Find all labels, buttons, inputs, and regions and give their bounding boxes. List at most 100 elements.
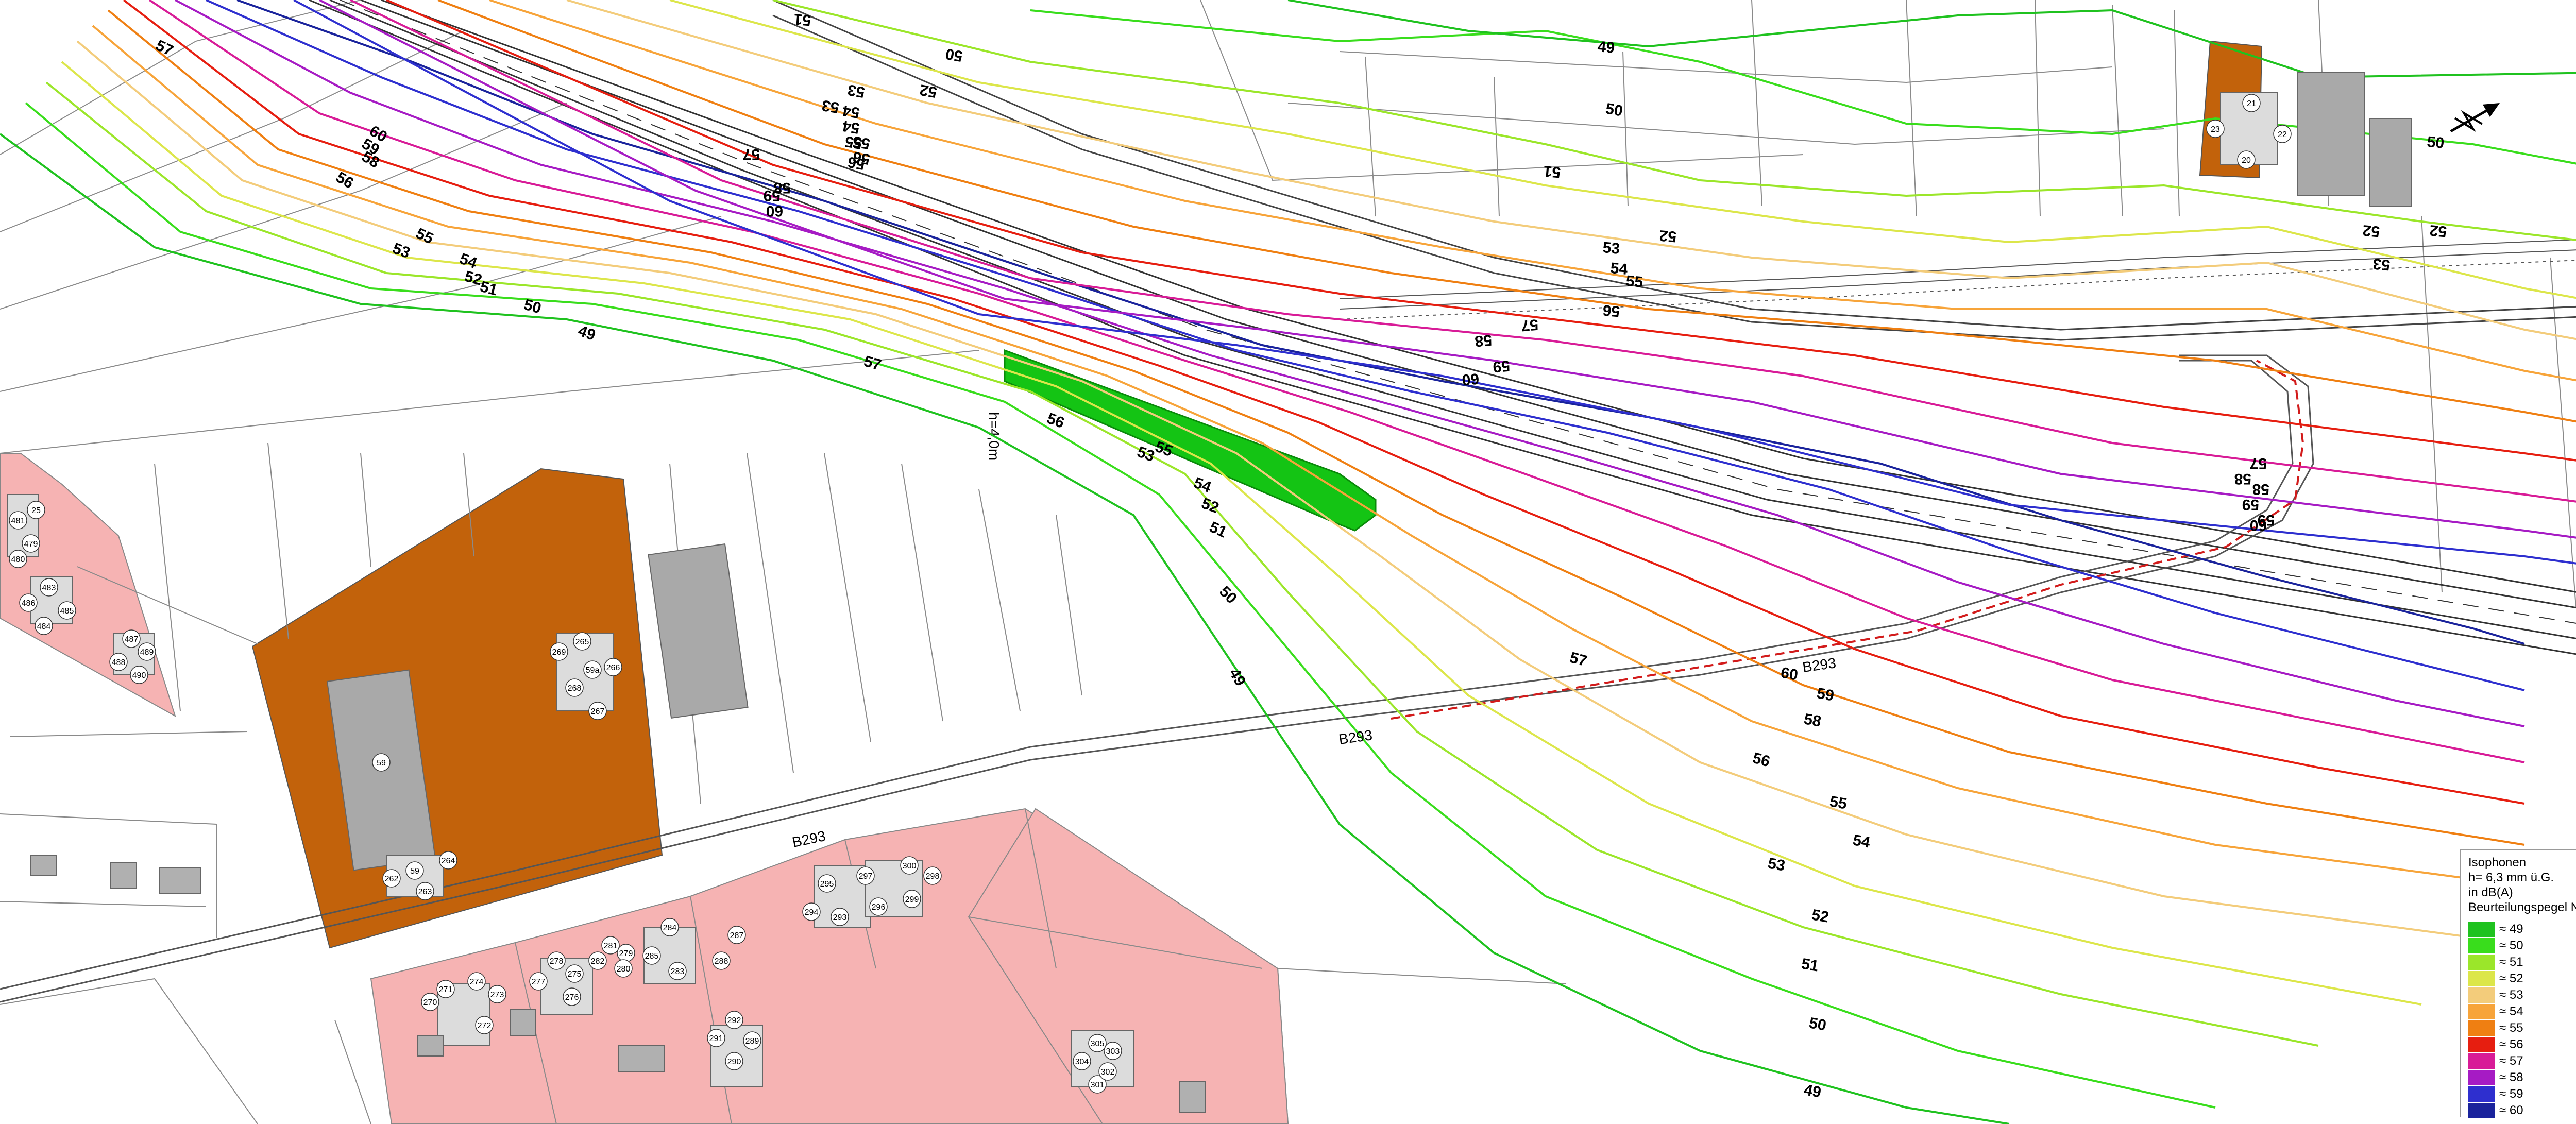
isophone-50 xyxy=(25,102,2216,1109)
isophone-57 xyxy=(148,0,2525,763)
garage-5 xyxy=(510,1009,536,1036)
legend-entry: ≈ 59 xyxy=(2468,1086,2576,1102)
isophone-55 xyxy=(437,0,2576,423)
svg-text:262: 262 xyxy=(385,875,399,883)
svg-text:264: 264 xyxy=(442,857,455,865)
legend-entry: ≈ 51 xyxy=(2468,954,2576,970)
building-number: 269 xyxy=(550,642,568,661)
building-number: 287 xyxy=(727,926,746,944)
legend-subtitle: Beurteilungspegel Nacht xyxy=(2468,900,2576,914)
legend-swatch xyxy=(2468,1004,2495,1019)
building-number: 263 xyxy=(416,882,434,900)
legend-entry-label: ≈ 58 xyxy=(2499,1070,2523,1084)
building-number: 292 xyxy=(725,1011,743,1029)
svg-text:481: 481 xyxy=(11,517,25,525)
svg-text:488: 488 xyxy=(112,658,126,667)
legend-entry-label: ≈ 53 xyxy=(2499,988,2523,1002)
isophone-60 xyxy=(236,0,2525,645)
building-number: 299 xyxy=(903,890,921,908)
isophone-label: 53 xyxy=(2372,255,2391,274)
building-number: 298 xyxy=(923,866,942,885)
building-number: 305 xyxy=(1088,1034,1107,1052)
building-bottom-2 xyxy=(540,958,593,1015)
isophone-label: 53 xyxy=(1767,855,1787,874)
isophone-54 xyxy=(489,0,2576,382)
svg-text:304: 304 xyxy=(1075,1058,1089,1066)
svg-text:268: 268 xyxy=(568,684,582,693)
svg-text:25: 25 xyxy=(31,506,41,515)
isophone-label: 50 xyxy=(1808,1014,1828,1034)
svg-text:270: 270 xyxy=(423,998,437,1007)
svg-text:484: 484 xyxy=(37,622,51,631)
isophone-52 xyxy=(61,61,2422,1006)
legend-entry-label: ≈ 59 xyxy=(2499,1087,2523,1101)
transport-corridor xyxy=(309,0,2576,655)
building-number: 280 xyxy=(614,959,633,978)
building-number: 479 xyxy=(22,534,40,553)
svg-text:283: 283 xyxy=(671,967,685,976)
isophone-56 xyxy=(123,0,2525,805)
building-number: 486 xyxy=(19,593,38,612)
isophone-label: 54 xyxy=(841,117,861,137)
building-number: 281 xyxy=(601,936,620,955)
building-number: 300 xyxy=(900,856,919,875)
svg-text:279: 279 xyxy=(619,949,633,958)
isophone-label: 55 xyxy=(844,132,864,152)
svg-text:275: 275 xyxy=(568,970,582,979)
isophone-label: 56 xyxy=(852,148,872,167)
residential-area-bottom-right xyxy=(968,808,1289,1124)
building-number: 274 xyxy=(467,972,486,991)
svg-text:267: 267 xyxy=(591,707,605,716)
isophone-59 xyxy=(293,0,2576,565)
building-grey-topright xyxy=(2297,72,2365,196)
legend-entries: ≈ 49 ≈ 50 ≈ 51 ≈ 52 ≈ 53 ≈ 54 ≈ 55 ≈ 56 ≈ 57 ≈ 58… xyxy=(2468,921,2576,1119)
svg-text:278: 278 xyxy=(550,957,564,966)
svg-text:305: 305 xyxy=(1091,1040,1105,1048)
legend-entry: ≈ 60 xyxy=(2468,1102,2576,1119)
isophone-label: 52 xyxy=(2429,222,2447,240)
building-number: 289 xyxy=(743,1031,761,1050)
building-number: 296 xyxy=(869,897,888,916)
isophone-label: 59 xyxy=(1816,685,1836,704)
building-number: 25 xyxy=(27,501,45,519)
building-number: 301 xyxy=(1088,1075,1107,1094)
isophone-label: 50 xyxy=(1604,100,1624,120)
legend-entry-label: ≈ 55 xyxy=(2499,1021,2523,1035)
building-number: 20 xyxy=(2237,150,2256,169)
building-number: 277 xyxy=(529,972,548,991)
isophone-label: 53 xyxy=(821,96,841,116)
legend-entry: ≈ 52 xyxy=(2468,970,2576,987)
isophone-53 xyxy=(76,40,2473,939)
svg-text:271: 271 xyxy=(439,985,453,994)
building-number: 481 xyxy=(9,511,27,530)
building-number: 276 xyxy=(563,987,581,1006)
building-number: 304 xyxy=(1073,1052,1091,1070)
north-arrow-icon xyxy=(2450,103,2500,133)
isophone-57 xyxy=(350,0,2576,503)
isophone-label: 57 xyxy=(743,146,760,163)
svg-text:289: 289 xyxy=(745,1037,759,1046)
svg-text:293: 293 xyxy=(833,913,847,922)
svg-text:480: 480 xyxy=(11,555,25,564)
svg-text:298: 298 xyxy=(926,872,940,881)
legend: Isophonen h= 6,3 mm ü.G. in dB(A) Beurte… xyxy=(2460,849,2576,1119)
svg-text:489: 489 xyxy=(140,648,154,657)
svg-text:265: 265 xyxy=(575,638,589,646)
building-number: 490 xyxy=(130,666,148,684)
svg-text:59: 59 xyxy=(410,867,419,876)
isophone-label: 52 xyxy=(1658,227,1677,245)
isophone-label: 54 xyxy=(841,101,861,121)
building-number: 295 xyxy=(818,874,836,893)
legend-entry: ≈ 55 xyxy=(2468,1020,2576,1036)
legend-entry: ≈ 57 xyxy=(2468,1053,2576,1069)
building-number: 283 xyxy=(668,962,687,980)
legend-entry: ≈ 58 xyxy=(2468,1069,2576,1086)
legend-entry-label: ≈ 51 xyxy=(2499,955,2523,969)
building-number: 264 xyxy=(439,851,457,870)
legend-swatch xyxy=(2468,1070,2495,1085)
isophone-58 xyxy=(319,0,2576,539)
svg-text:301: 301 xyxy=(1091,1081,1105,1089)
building-number: 284 xyxy=(660,918,679,936)
svg-text:269: 269 xyxy=(552,648,566,657)
